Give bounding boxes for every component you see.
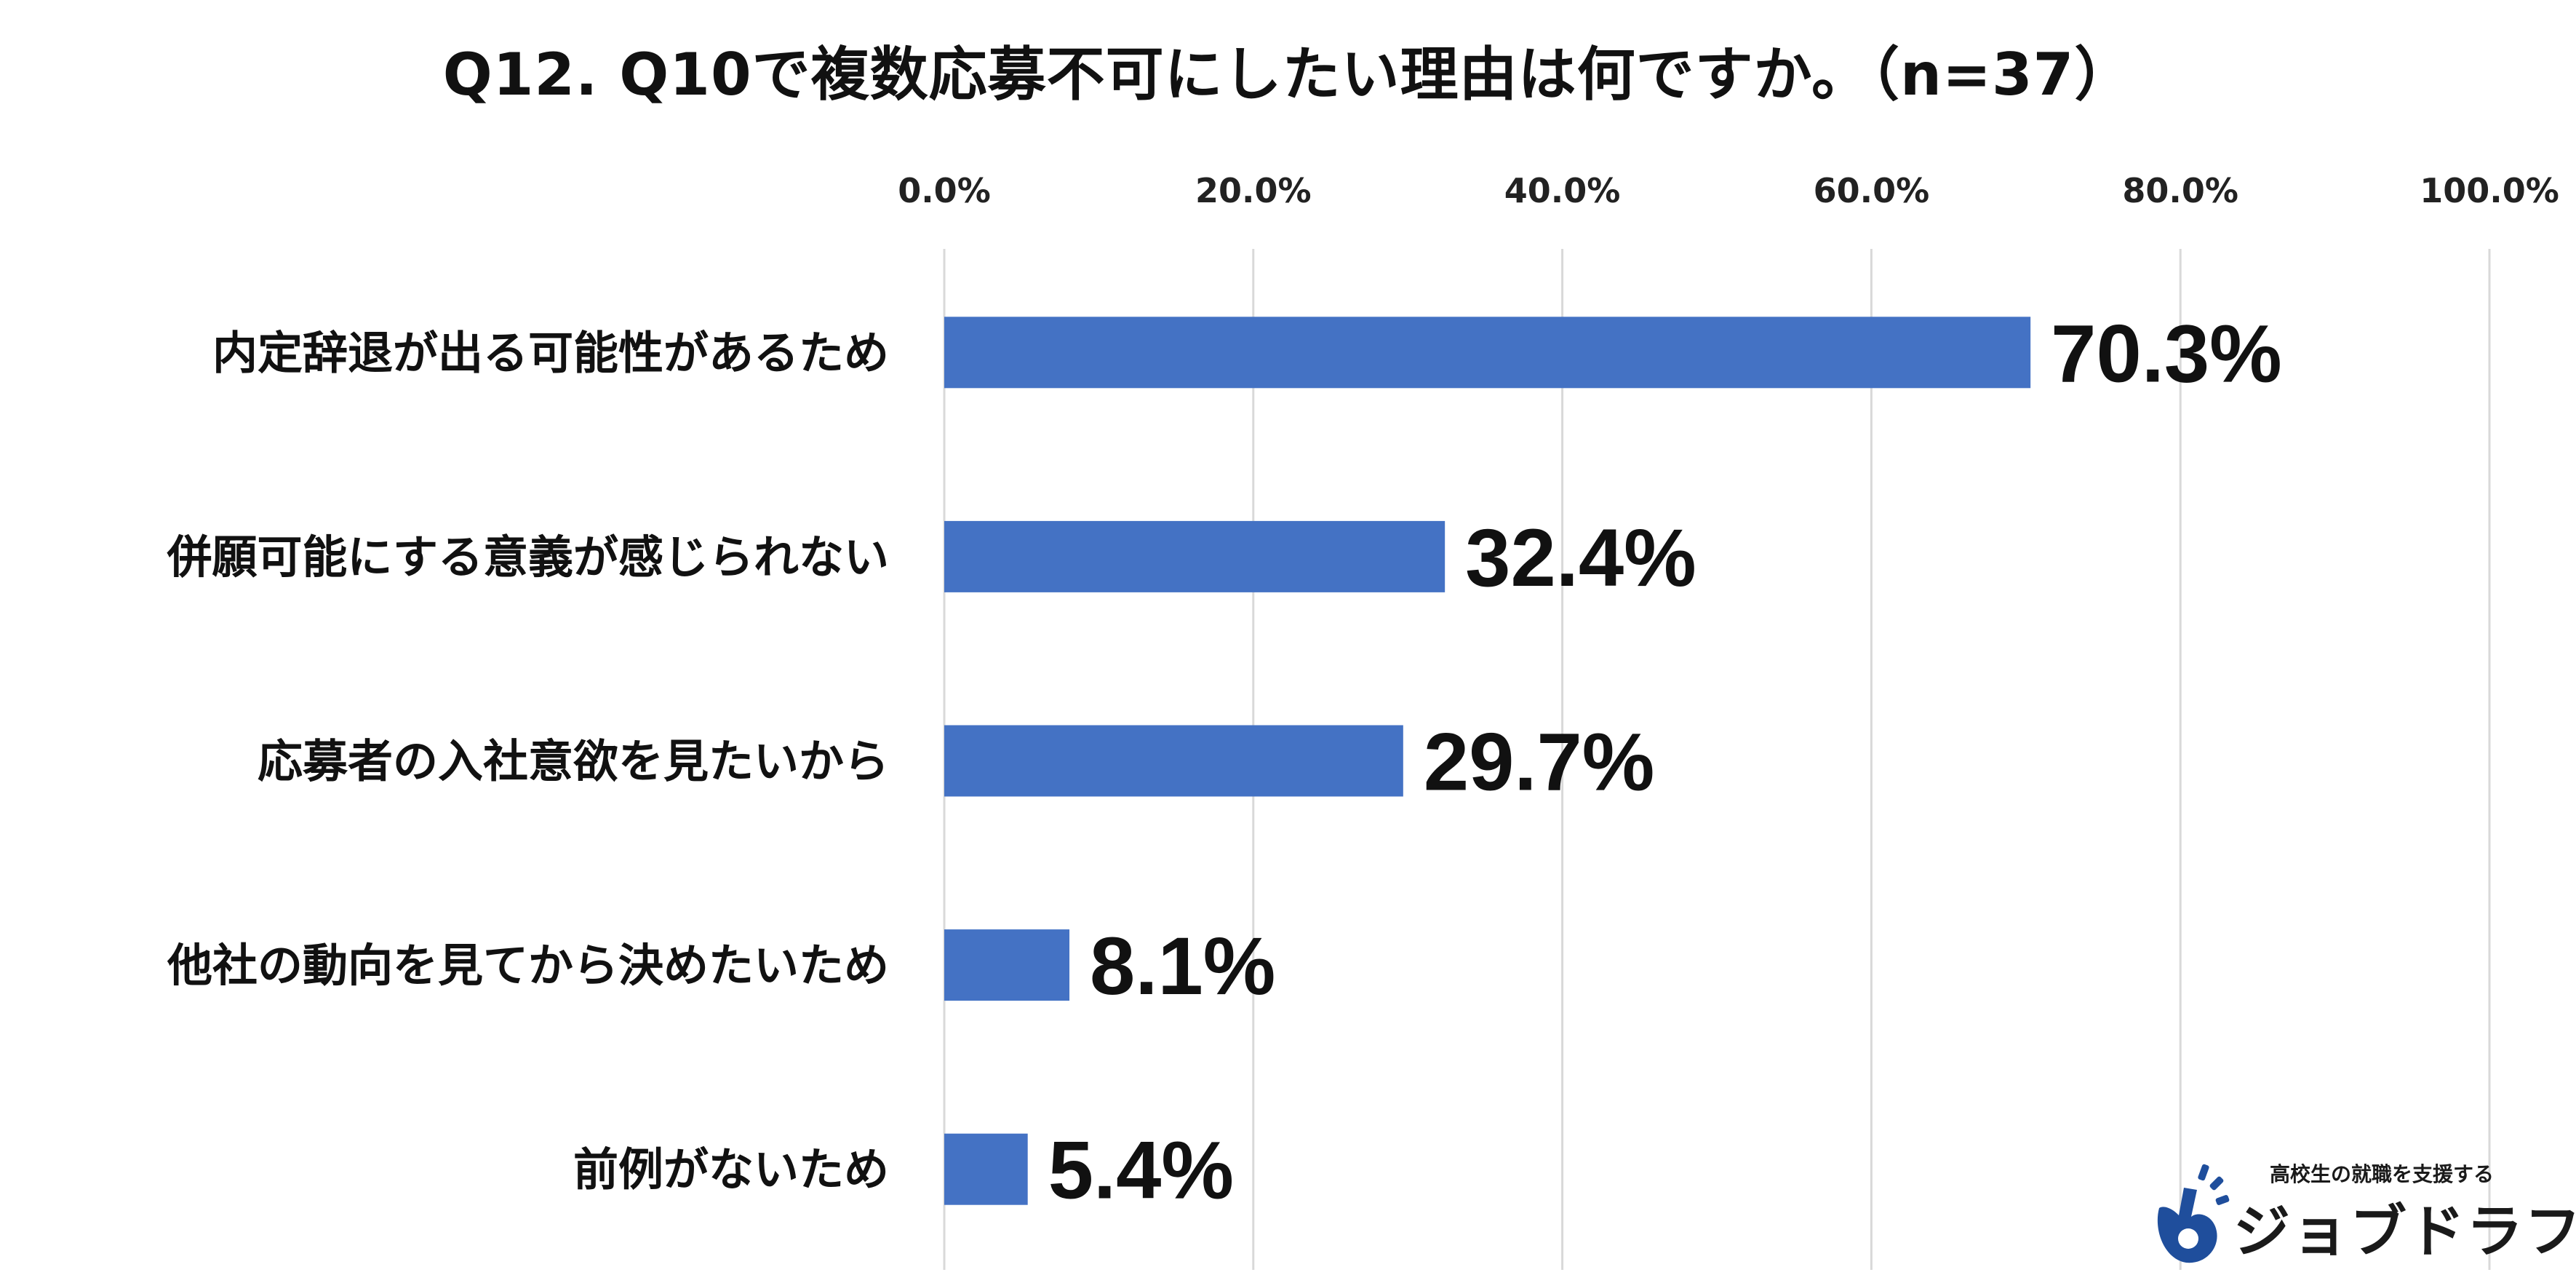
x-tick-label: 20.0% — [1195, 171, 1312, 210]
data-labels: 70.3% 32.4% 29.7% 8.1% 5.4% — [1048, 308, 2282, 1215]
bar — [944, 725, 1403, 797]
x-tick-label: 100.0% — [2420, 171, 2559, 210]
bar — [944, 520, 1445, 592]
bar — [944, 317, 2031, 389]
brand-logo: 高校生の就職を支援する ジョブドラフト — [2146, 1157, 2576, 1266]
category-label: 前例がないため — [573, 1143, 889, 1196]
category-label: 併願可能にする意義が感じられない — [166, 531, 889, 584]
category-label: 内定辞退が出る可能性があるため — [212, 326, 889, 379]
guitar-pick-icon — [2157, 1164, 2230, 1263]
bar — [944, 1133, 1028, 1205]
bars — [944, 317, 2031, 1205]
category-label: 応募者の入社意欲を見たいから — [258, 735, 889, 788]
data-label: 32.4% — [1465, 512, 1696, 603]
data-label: 29.7% — [1424, 717, 1655, 808]
bar — [944, 929, 1070, 1001]
x-tick-label: 0.0% — [898, 171, 991, 210]
data-label: 5.4% — [1048, 1125, 1234, 1216]
logo-name: ジョブドラフト — [2233, 1199, 2576, 1265]
x-tick-label: 60.0% — [1814, 171, 1930, 210]
data-label: 70.3% — [2051, 308, 2282, 399]
category-labels: 内定辞退が出る可能性があるため併願可能にする意義が感じられない応募者の入社意欲を… — [166, 326, 889, 1196]
x-tick-label: 80.0% — [2122, 171, 2238, 210]
logo-tagline: 高校生の就職を支援する — [2270, 1162, 2495, 1186]
category-label: 他社の動向を見てから決めたいため — [167, 939, 889, 992]
x-tick-label: 40.0% — [1504, 171, 1621, 210]
data-label: 8.1% — [1090, 921, 1275, 1012]
x-axis-tick-labels: 0.0% 20.0% 40.0% 60.0% 80.0% 100.0% — [898, 171, 2559, 210]
chart-title: Q12. Q10で複数応募不可にしたい理由は何ですか。（n=37） — [442, 41, 2134, 108]
